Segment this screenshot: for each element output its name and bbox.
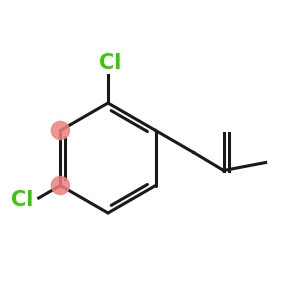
Circle shape xyxy=(51,122,69,140)
Text: Cl: Cl xyxy=(11,190,34,210)
Text: Cl: Cl xyxy=(99,53,121,73)
Circle shape xyxy=(51,176,69,194)
